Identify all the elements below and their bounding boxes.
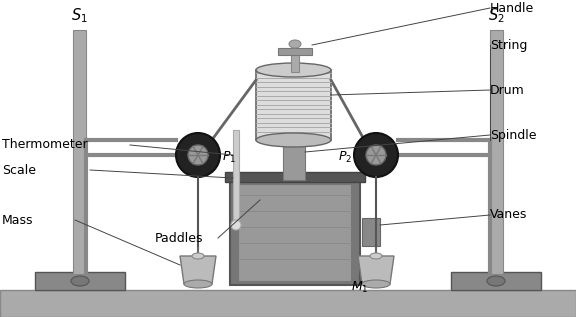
Bar bbox=[233, 130, 239, 225]
Bar bbox=[238, 184, 351, 281]
Bar bbox=[278, 48, 312, 55]
Ellipse shape bbox=[354, 133, 398, 177]
Bar bbox=[490, 30, 503, 274]
Ellipse shape bbox=[256, 133, 331, 147]
Bar bbox=[256, 70, 331, 140]
Ellipse shape bbox=[176, 133, 220, 177]
Bar bbox=[362, 218, 380, 246]
Ellipse shape bbox=[188, 145, 208, 165]
Ellipse shape bbox=[362, 280, 390, 288]
Text: Vanes: Vanes bbox=[490, 209, 528, 222]
Ellipse shape bbox=[487, 276, 505, 286]
Text: String: String bbox=[490, 38, 528, 51]
Text: Paddles: Paddles bbox=[155, 231, 203, 244]
Bar bbox=[230, 175, 360, 285]
Ellipse shape bbox=[366, 145, 386, 165]
Text: $S_1$: $S_1$ bbox=[71, 6, 88, 25]
Text: Mass: Mass bbox=[2, 214, 33, 227]
Text: Spindle: Spindle bbox=[490, 128, 536, 141]
Text: Handle: Handle bbox=[490, 2, 535, 15]
Ellipse shape bbox=[184, 280, 212, 288]
Polygon shape bbox=[180, 256, 216, 284]
Bar bbox=[35, 272, 125, 290]
Bar bbox=[73, 30, 86, 274]
Bar bbox=[291, 50, 299, 72]
Bar bbox=[225, 172, 365, 182]
Text: $M_1$: $M_1$ bbox=[351, 280, 369, 294]
Ellipse shape bbox=[71, 276, 89, 286]
Bar bbox=[0, 290, 576, 317]
Text: Thermometer: Thermometer bbox=[2, 139, 88, 152]
Ellipse shape bbox=[231, 220, 241, 230]
Ellipse shape bbox=[289, 40, 301, 48]
Bar bbox=[451, 272, 541, 290]
Ellipse shape bbox=[256, 63, 331, 77]
Text: Scale: Scale bbox=[2, 164, 36, 177]
Text: $P_2$: $P_2$ bbox=[338, 149, 352, 165]
Text: $P_1$: $P_1$ bbox=[222, 149, 236, 165]
Ellipse shape bbox=[370, 253, 382, 259]
Polygon shape bbox=[358, 256, 394, 284]
Ellipse shape bbox=[192, 253, 204, 259]
Bar bbox=[283, 140, 305, 180]
Text: Drum: Drum bbox=[490, 83, 525, 96]
Text: $S_2$: $S_2$ bbox=[488, 6, 505, 25]
